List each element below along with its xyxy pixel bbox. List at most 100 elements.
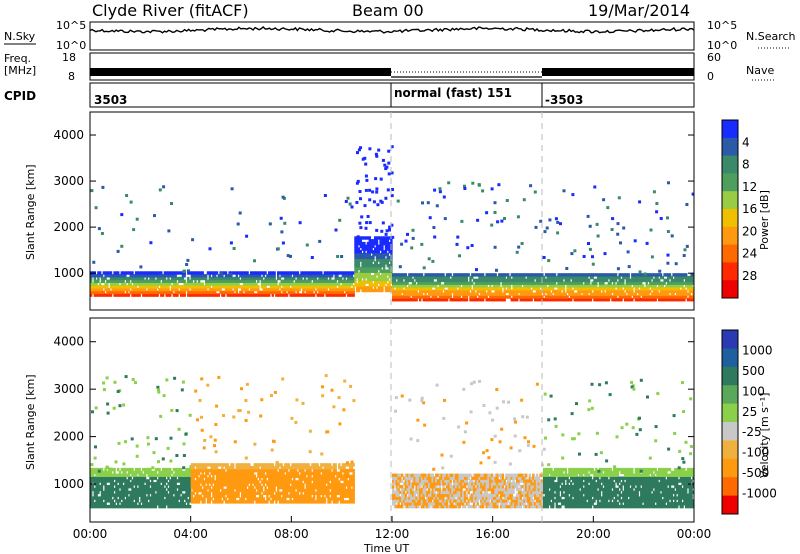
heatmap-cell xyxy=(197,293,201,297)
heatmap-cell xyxy=(282,285,285,289)
heatmap-cell xyxy=(212,466,215,470)
heatmap-cell xyxy=(232,500,235,504)
heatmap-cell xyxy=(381,264,384,268)
heatmap-cell xyxy=(187,487,190,492)
heatmap-cell xyxy=(172,504,176,509)
heatmap-cell xyxy=(160,285,163,289)
heatmap-cell xyxy=(307,271,310,275)
heatmap-cell xyxy=(205,290,208,295)
heatmap-cell xyxy=(257,474,260,478)
heatmap-cell xyxy=(152,473,156,477)
heatmap-cell xyxy=(241,290,244,295)
heatmap-cell xyxy=(440,275,443,280)
heatmap-cell xyxy=(217,279,220,283)
heatmap-cell xyxy=(649,289,652,294)
heatmap-cell xyxy=(543,292,546,296)
heatmap-cell xyxy=(340,255,344,258)
heatmap-cell xyxy=(282,290,285,295)
heatmap-cell xyxy=(260,279,264,283)
heatmap-cell xyxy=(296,282,300,286)
heatmap-cell xyxy=(97,502,100,506)
heatmap-cell xyxy=(167,271,170,275)
heatmap-cell xyxy=(223,483,226,487)
heatmap-cell xyxy=(374,280,377,284)
heatmap-cell xyxy=(613,289,616,294)
heatmap-cell xyxy=(530,292,533,296)
heatmap-cell xyxy=(561,292,564,296)
heatmap-cell xyxy=(117,271,120,275)
heatmap-cell xyxy=(305,463,309,467)
heatmap-cell xyxy=(320,485,323,490)
heatmap-cell xyxy=(688,289,691,294)
heatmap-cell xyxy=(570,275,573,280)
heatmap-cell xyxy=(138,287,141,292)
heatmap-cell xyxy=(296,466,300,470)
heatmap-cell xyxy=(350,276,354,281)
heatmap-cell xyxy=(285,293,289,297)
heatmap-cell xyxy=(122,487,125,492)
heatmap-cell xyxy=(401,284,404,288)
heatmap-cell xyxy=(100,504,104,509)
heatmap-cell xyxy=(570,281,573,285)
heatmap-cell xyxy=(169,502,172,506)
heatmap-cell xyxy=(285,279,289,283)
heatmap-cell xyxy=(285,468,289,473)
heatmap-cell xyxy=(208,293,211,297)
heatmap-cell xyxy=(219,497,222,501)
heatmap-cell xyxy=(133,504,136,509)
heatmap-cell xyxy=(260,485,264,490)
heatmap-cell xyxy=(133,476,136,480)
heatmap-cell xyxy=(359,252,362,257)
heatmap-cell xyxy=(415,298,418,302)
heatmap-cell xyxy=(645,295,648,299)
heatmap-cell xyxy=(542,256,546,259)
heatmap-cell xyxy=(188,282,192,286)
heatmap-cell xyxy=(463,281,467,285)
heatmap-cell xyxy=(131,493,134,497)
heatmap-cell xyxy=(368,221,372,225)
heatmap-cell xyxy=(445,278,449,283)
heatmap-cell xyxy=(187,279,190,283)
heatmap-cell xyxy=(415,289,418,294)
heatmap-cell xyxy=(117,499,120,503)
heatmap-cell xyxy=(142,482,145,486)
heatmap-cell xyxy=(562,298,566,302)
heatmap-cell xyxy=(251,287,255,292)
heatmap-cell xyxy=(194,290,197,295)
heatmap-cell xyxy=(230,488,233,493)
heatmap-cell xyxy=(523,292,526,296)
heatmap-cell xyxy=(277,463,280,467)
heatmap-cell xyxy=(494,275,497,280)
heatmap-cell xyxy=(408,275,411,280)
heatmap-cell xyxy=(539,295,542,299)
heatmap-cell xyxy=(278,491,282,495)
heatmap-cell xyxy=(102,473,105,477)
heatmap-cell xyxy=(379,288,382,293)
heatmap-cell xyxy=(625,275,629,280)
heatmap-cell xyxy=(212,500,215,504)
heatmap-cell xyxy=(361,241,364,246)
heatmap-cell xyxy=(192,463,195,467)
heatmap-cell xyxy=(205,285,208,289)
heatmap-cell xyxy=(399,298,402,302)
heatmap-cell xyxy=(120,493,123,497)
heatmap-cell xyxy=(388,228,391,232)
heatmap-cell xyxy=(447,287,451,291)
heatmap-cell xyxy=(149,293,152,297)
heatmap-cell xyxy=(90,467,93,472)
heatmap-cell xyxy=(311,485,314,490)
heatmap-cell xyxy=(196,477,199,481)
heatmap-cell xyxy=(305,282,309,286)
heatmap-cell xyxy=(559,222,562,226)
heatmap-cell xyxy=(516,292,519,296)
heatmap-cell xyxy=(626,250,630,254)
heatmap-cell xyxy=(320,500,323,504)
heatmap-cell xyxy=(582,273,585,277)
heatmap-cell xyxy=(368,277,371,282)
heatmap-cell xyxy=(652,287,656,291)
heatmap-cell xyxy=(311,463,314,467)
heatmap-cell xyxy=(462,289,465,294)
heatmap-cell xyxy=(212,474,215,478)
heatmap-cell xyxy=(95,502,98,506)
heatmap-cell xyxy=(426,287,429,291)
